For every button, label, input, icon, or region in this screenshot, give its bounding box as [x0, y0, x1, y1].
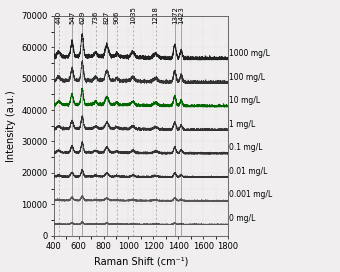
Text: 1000 mg/L: 1000 mg/L: [230, 49, 270, 58]
Text: 1218: 1218: [153, 6, 159, 24]
Text: 100 mg/L: 100 mg/L: [230, 73, 265, 82]
Text: 827: 827: [104, 10, 110, 24]
Text: 547: 547: [69, 11, 75, 24]
Y-axis label: Intensity (a.u.): Intensity (a.u.): [5, 90, 16, 162]
Text: 1035: 1035: [130, 6, 136, 24]
Text: 0.001 mg/L: 0.001 mg/L: [230, 190, 273, 199]
X-axis label: Raman Shift (cm⁻¹): Raman Shift (cm⁻¹): [94, 256, 188, 267]
Text: 0.1 mg/L: 0.1 mg/L: [230, 143, 263, 152]
Text: 440: 440: [56, 11, 62, 24]
Text: 0.01 mg/L: 0.01 mg/L: [230, 167, 268, 176]
Text: 906: 906: [114, 10, 120, 24]
Text: 10 mg/L: 10 mg/L: [230, 96, 260, 105]
Text: 0 mg/L: 0 mg/L: [230, 214, 256, 223]
Text: 1372: 1372: [172, 6, 178, 24]
Text: 1423: 1423: [178, 6, 184, 24]
Text: 736: 736: [92, 10, 99, 24]
Text: 1 mg/L: 1 mg/L: [230, 120, 256, 129]
Text: 629: 629: [79, 10, 85, 24]
